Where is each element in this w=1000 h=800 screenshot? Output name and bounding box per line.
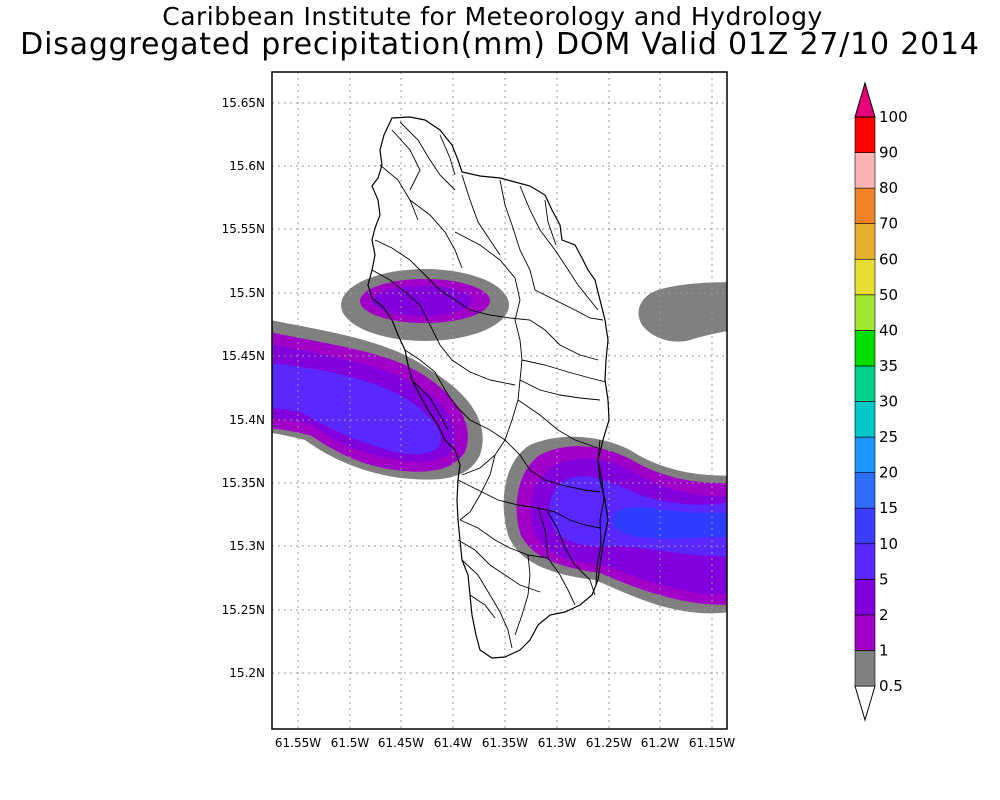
colorbar-level-label: 2 bbox=[879, 606, 889, 624]
lat-tick-label: 15.45N bbox=[222, 349, 265, 363]
colorbar-band bbox=[854, 401, 876, 438]
lon-tick-label: 61.45W bbox=[378, 736, 424, 750]
parish-boundary bbox=[595, 439, 605, 586]
colorbar-arrow-high bbox=[854, 81, 876, 118]
title-product: Disaggregated precipitation(mm) DOM Vali… bbox=[20, 27, 980, 62]
lat-tick-label: 15.3N bbox=[229, 539, 265, 553]
colorbar-band bbox=[854, 152, 876, 189]
lat-tick-labels: 15.65N 15.6N 15.55N 15.5N 15.45N 15.4N 1… bbox=[222, 96, 265, 680]
colorbar-level-label: 5 bbox=[879, 570, 889, 588]
colorbar-level-label: 10 bbox=[879, 535, 898, 553]
colorbar-band bbox=[854, 330, 876, 367]
colorbar-band bbox=[854, 472, 876, 509]
lon-tick-label: 61.55W bbox=[275, 736, 321, 750]
lon-tick-label: 61.25W bbox=[586, 736, 632, 750]
lat-tick-label: 15.6N bbox=[229, 159, 265, 173]
colorbar-band bbox=[854, 543, 876, 580]
colorbar-band bbox=[854, 650, 876, 687]
precip-area-southeast bbox=[503, 436, 727, 614]
gridlines bbox=[272, 72, 727, 729]
map-frame bbox=[271, 71, 728, 730]
lat-tick-label: 15.35N bbox=[222, 476, 265, 490]
precipitation-layers bbox=[272, 269, 727, 614]
lat-tick-label: 15.65N bbox=[222, 96, 265, 110]
colorbar-band bbox=[854, 116, 876, 153]
precip-area-north bbox=[341, 269, 509, 341]
colorbar-level-label: 35 bbox=[879, 357, 898, 375]
colorbar-band bbox=[854, 436, 876, 473]
precip-area-east-edge bbox=[638, 282, 727, 342]
colorbar-band bbox=[854, 614, 876, 651]
lon-tick-label: 61.2W bbox=[641, 736, 680, 750]
colorbar-level-label: 20 bbox=[879, 464, 898, 482]
colorbar-level-label: 50 bbox=[879, 286, 898, 304]
colorbar-band bbox=[854, 365, 876, 402]
colorbar-band bbox=[854, 579, 876, 616]
colorbar-band bbox=[854, 507, 876, 545]
colorbar-arrow-low bbox=[854, 685, 876, 722]
colorbar-band bbox=[854, 294, 876, 331]
lat-tick-label: 15.4N bbox=[229, 413, 265, 427]
colorbar-level-label: 40 bbox=[879, 321, 898, 339]
lon-tick-label: 61.35W bbox=[482, 736, 528, 750]
lon-tick-labels: 61.55W 61.5W 61.45W 61.4W 61.35W 61.3W 6… bbox=[275, 736, 735, 750]
precip-area-west bbox=[272, 320, 483, 480]
island-coastline bbox=[367, 116, 610, 659]
lon-tick-label: 61.5W bbox=[331, 736, 370, 750]
colorbar-level-label: 100 bbox=[879, 108, 908, 126]
colorbar-level-label: 25 bbox=[879, 428, 898, 446]
colorbar-level-label: 0.5 bbox=[879, 677, 903, 695]
title-institute: Caribbean Institute for Meteorology and … bbox=[162, 2, 823, 31]
lon-tick-label: 61.3W bbox=[538, 736, 577, 750]
lon-tick-label: 61.4W bbox=[434, 736, 473, 750]
colorbar-level-label: 60 bbox=[879, 250, 898, 268]
lat-tick-label: 15.25N bbox=[222, 603, 265, 617]
colorbar-band bbox=[854, 223, 876, 260]
colorbar-band bbox=[854, 187, 876, 224]
lon-tick-label: 61.15W bbox=[689, 736, 735, 750]
colorbar-band bbox=[854, 258, 876, 296]
colorbar-level-label: 70 bbox=[879, 215, 898, 233]
lat-tick-label: 15.55N bbox=[222, 222, 265, 236]
colorbar-level-label: 90 bbox=[879, 144, 898, 162]
colorbar-level-label: 1 bbox=[879, 641, 889, 659]
colorbar-level-label: 80 bbox=[879, 179, 898, 197]
lat-tick-label: 15.5N bbox=[229, 286, 265, 300]
lat-tick-label: 15.2N bbox=[229, 666, 265, 680]
colorbar-level-label: 30 bbox=[879, 393, 898, 411]
colorbar-level-label: 15 bbox=[879, 499, 898, 517]
drainage-lines bbox=[371, 121, 607, 649]
